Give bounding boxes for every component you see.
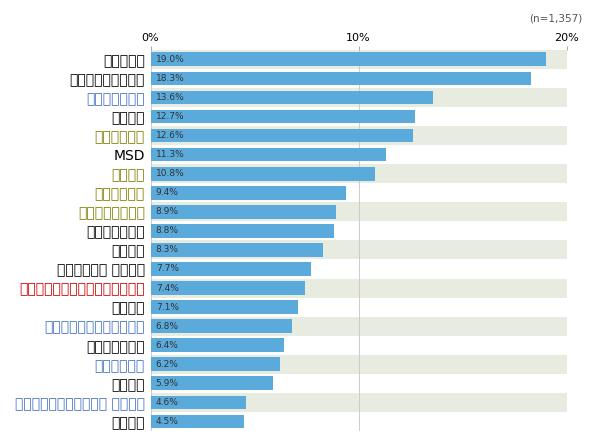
Bar — [150, 376, 273, 390]
Bar — [140, 336, 577, 355]
Bar — [140, 297, 577, 317]
Bar — [150, 319, 292, 333]
Text: (n=1,357): (n=1,357) — [529, 13, 582, 23]
Bar — [150, 148, 386, 161]
Bar — [150, 205, 336, 219]
Bar — [140, 412, 577, 431]
Bar — [140, 88, 577, 107]
Text: 5.9%: 5.9% — [156, 379, 179, 388]
Bar — [150, 186, 346, 200]
Bar — [150, 300, 298, 314]
Bar — [150, 339, 284, 352]
Bar — [140, 260, 577, 278]
Text: 18.3%: 18.3% — [156, 74, 185, 83]
Text: 8.8%: 8.8% — [156, 227, 179, 235]
Text: 6.4%: 6.4% — [156, 341, 179, 350]
Bar — [140, 317, 577, 336]
Bar — [140, 145, 577, 164]
Bar — [140, 355, 577, 374]
Text: 7.7%: 7.7% — [156, 264, 179, 273]
Bar — [150, 262, 311, 276]
Bar — [150, 243, 323, 257]
Bar — [140, 69, 577, 88]
Bar — [140, 126, 577, 145]
Text: 6.8%: 6.8% — [156, 322, 179, 330]
Bar — [140, 183, 577, 202]
Text: 9.4%: 9.4% — [156, 188, 179, 197]
Bar — [150, 357, 280, 371]
Text: 10.8%: 10.8% — [156, 169, 185, 178]
Text: 12.7%: 12.7% — [156, 112, 184, 121]
Text: 4.5%: 4.5% — [156, 417, 179, 426]
Text: 8.9%: 8.9% — [156, 207, 179, 216]
Bar — [140, 278, 577, 297]
Bar — [150, 224, 334, 238]
Text: 13.6%: 13.6% — [156, 93, 185, 102]
Bar — [140, 393, 577, 412]
Bar — [140, 240, 577, 260]
Bar — [140, 50, 577, 69]
Bar — [150, 71, 531, 85]
Text: 8.3%: 8.3% — [156, 245, 179, 254]
Bar — [140, 221, 577, 240]
Text: 7.1%: 7.1% — [156, 302, 179, 312]
Text: 19.0%: 19.0% — [156, 55, 185, 64]
Bar — [150, 91, 434, 104]
Bar — [150, 110, 415, 124]
Bar — [150, 415, 244, 428]
Bar — [140, 374, 577, 393]
Bar — [150, 53, 546, 66]
Text: 7.4%: 7.4% — [156, 284, 179, 293]
Bar — [150, 281, 305, 295]
Bar — [150, 396, 247, 409]
Bar — [150, 167, 375, 181]
Text: 6.2%: 6.2% — [156, 360, 179, 369]
Bar — [150, 129, 413, 142]
Bar — [140, 107, 577, 126]
Text: 11.3%: 11.3% — [156, 150, 185, 159]
Text: 4.6%: 4.6% — [156, 398, 179, 407]
Text: 12.6%: 12.6% — [156, 131, 184, 140]
Bar — [140, 164, 577, 183]
Bar — [140, 202, 577, 221]
